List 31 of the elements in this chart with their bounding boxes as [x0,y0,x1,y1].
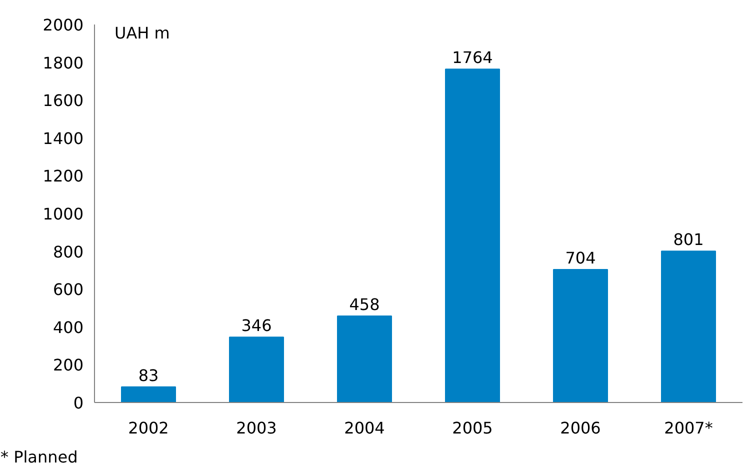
bar [661,250,716,402]
x-tick-label: 2005 [452,418,493,438]
y-tick-label: 1800 [42,53,84,72]
y-tick-label: 800 [52,242,84,262]
x-tick-label: 2003 [236,418,277,438]
text: * Planned [0,448,78,466]
x-tick-label: 2007* [664,418,713,438]
x-tick-label: 2006 [560,418,601,438]
data-label: 346 [241,316,272,336]
data-label: 801 [673,230,704,250]
data-label: 704 [565,248,596,268]
x-tick-label: 2002 [128,418,169,438]
bar [337,315,392,402]
data-label: 458 [349,294,380,314]
x-tick-label: 2004 [344,418,385,438]
y-tick-label: 0 [73,394,84,412]
y-tick-label: 1400 [42,128,84,148]
y-tick-label: 400 [52,318,84,337]
data-label: 83 [138,366,159,385]
y-tick-label: 1600 [42,91,84,110]
y-tick-label: 1200 [42,166,84,186]
bar [229,336,284,402]
data-label: 1764 [452,48,493,68]
bar [553,268,608,402]
y-tick-label: 1000 [42,204,84,224]
y-tick-label: 200 [52,356,84,375]
y-tick-label: 600 [52,280,84,300]
y-axis-title: UAH m [114,24,170,42]
y-tick-label: 2000 [42,16,84,34]
bar [445,68,500,402]
bar [121,386,176,402]
